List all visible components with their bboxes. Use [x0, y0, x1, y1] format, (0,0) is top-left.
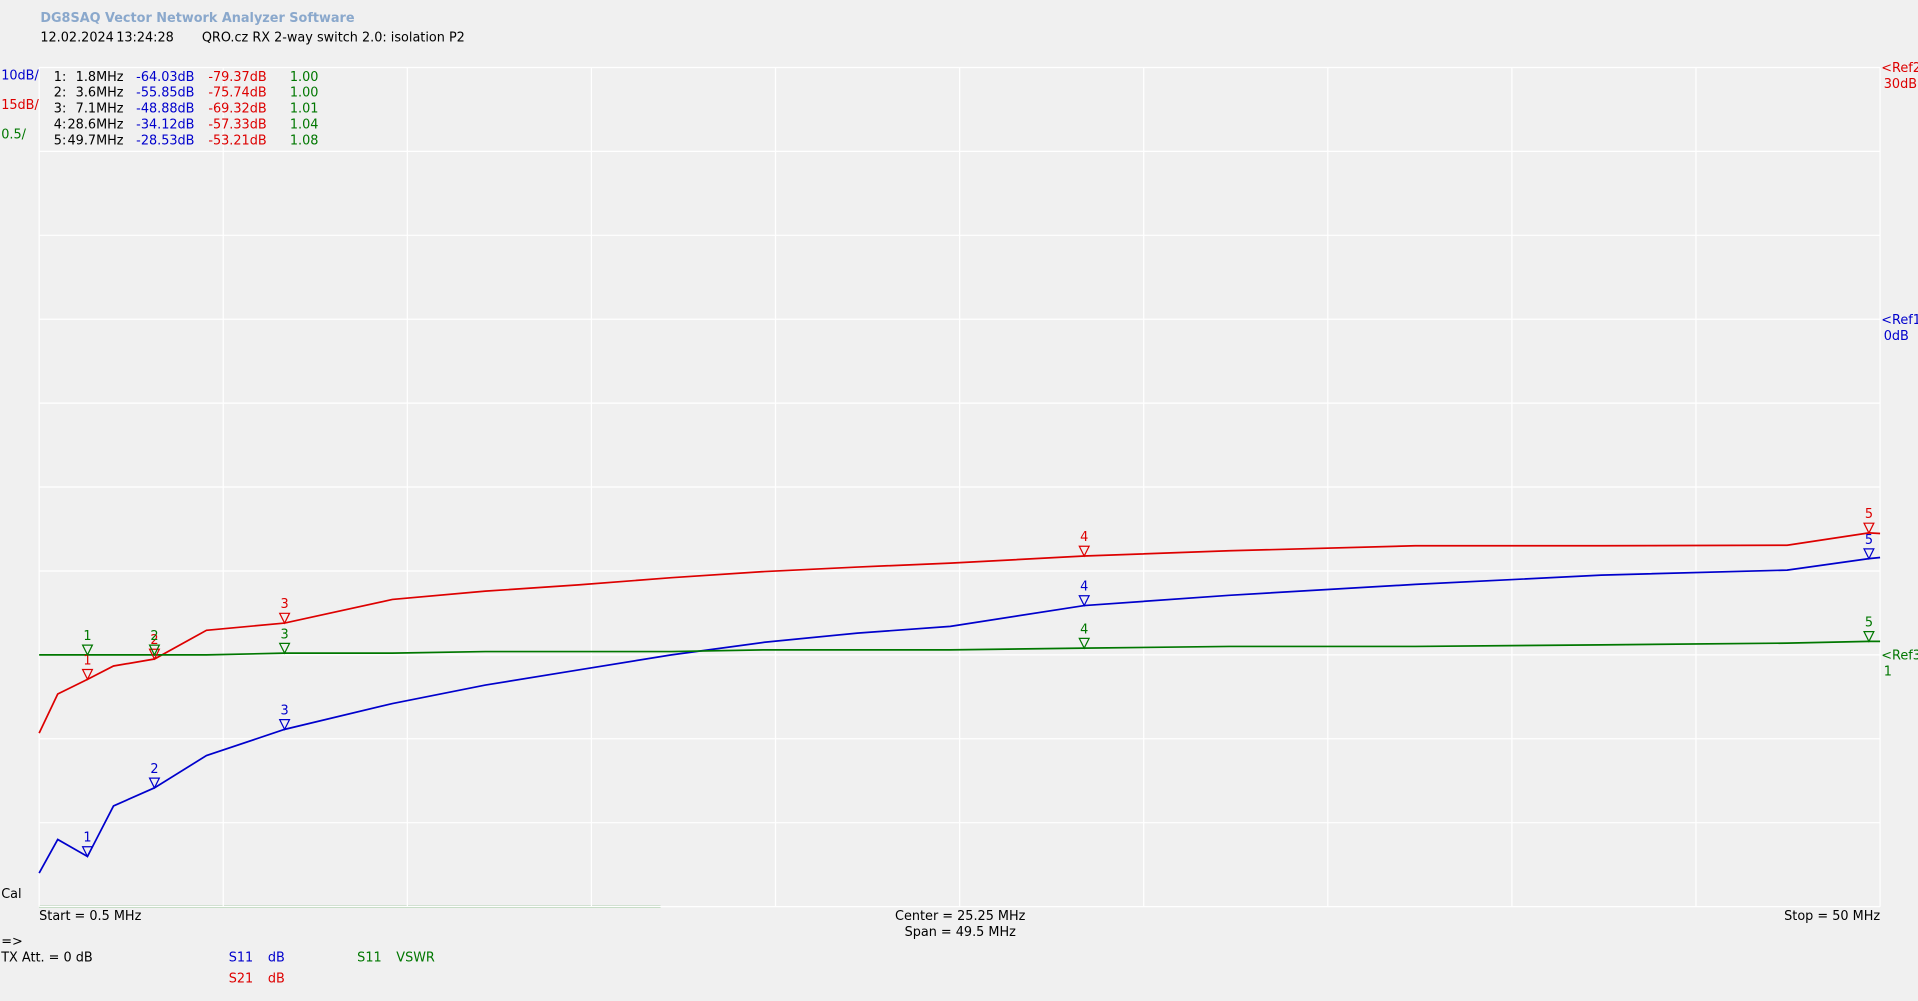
marker-vswr: 1.01 [290, 102, 319, 117]
marker-freq: 3.6MHz [76, 86, 124, 101]
marker-label: 4 [1080, 530, 1088, 545]
marker-triangle [148, 648, 161, 661]
marker-triangle [278, 642, 291, 655]
date: 12.02.2024 [40, 31, 113, 46]
time: 13:24:28 [116, 31, 174, 46]
marker-label: 4 [1080, 622, 1088, 637]
ref-label: <Ref3 [1881, 649, 1918, 664]
center-label: Center = 25.25 MHz [895, 909, 1026, 924]
marker-vswr: 1.00 [290, 70, 319, 85]
marker-label: 5 [1865, 533, 1873, 548]
marker-triangle [81, 644, 94, 657]
marker-triangle [278, 718, 291, 731]
span-label: Span = 49.5 MHz [905, 925, 1017, 940]
ref-label: <Ref2 [1881, 61, 1918, 76]
tx-att: TX Att. = 0 dB [0, 950, 92, 965]
stop-label: Stop = 50 MHz [1784, 909, 1880, 924]
scale-label: 0.5/ [1, 127, 26, 142]
marker-freq: 1.8MHz [76, 70, 124, 85]
ref-value: 0dB [1884, 329, 1909, 344]
marker-index: 1: [54, 70, 66, 85]
marker-triangle [81, 846, 94, 858]
marker-triangle [278, 612, 291, 625]
marker-freq: 7.1MHz [76, 102, 124, 117]
prompt: => [1, 935, 22, 950]
legend-unit: VSWR [396, 950, 435, 965]
trace [38, 532, 1881, 734]
marker-s11: -28.53dB [136, 133, 194, 148]
legend-unit: dB [268, 971, 285, 986]
marker-label: 2 [150, 762, 158, 777]
marker-triangle [1863, 631, 1875, 643]
trace [39, 640, 1881, 656]
marker-triangle [1078, 545, 1091, 558]
marker-s21: -79.37dB [208, 70, 266, 85]
marker-label: 1 [83, 831, 91, 846]
marker-s21: -75.74dB [208, 86, 266, 101]
legend-name: S11 [229, 950, 253, 965]
marker-freq: 49.7MHz [68, 133, 124, 148]
marker-label: 1 [83, 629, 91, 644]
marker-vswr: 1.08 [290, 133, 319, 148]
cal-label: Cal [1, 887, 21, 902]
scale-label: 15dB/ [1, 98, 39, 113]
marker-vswr: 1.00 [290, 86, 319, 101]
marker-label: 5 [1865, 507, 1873, 522]
marker-label: 2 [150, 633, 158, 648]
marker-triangle [81, 668, 94, 681]
marker-triangle [1863, 522, 1875, 535]
ref-value: 1 [1884, 664, 1892, 679]
legend-unit: dB [268, 950, 285, 965]
marker-triangle [148, 777, 161, 790]
start-label: Start = 0.5 MHz [39, 909, 141, 924]
marker-label: 3 [281, 627, 289, 642]
marker-s11: -64.03dB [136, 70, 194, 85]
marker-freq: 28.6MHz [68, 117, 124, 132]
marker-s11: -48.88dB [136, 102, 194, 117]
marker-label: 1 [83, 653, 91, 668]
marker-label: 3 [281, 597, 289, 612]
marker-triangle [1078, 637, 1091, 650]
marker-label: 2 [150, 629, 158, 644]
marker-s21: -57.33dB [208, 117, 266, 132]
marker-triangle [1078, 595, 1091, 607]
subtitle: QRO.cz RX 2-way switch 2.0: isolation P2 [202, 31, 465, 46]
ref-label: <Ref1 [1881, 313, 1918, 328]
marker-index: 4: [54, 117, 66, 132]
trace [38, 556, 1881, 874]
marker-index: 3: [54, 102, 66, 117]
marker-triangle [1863, 548, 1875, 560]
marker-label: 5 [1865, 616, 1873, 631]
marker-s11: -34.12dB [136, 117, 194, 132]
ref-value: 30dB [1884, 77, 1917, 92]
marker-index: 5: [54, 133, 66, 148]
marker-triangle [148, 644, 161, 657]
marker-s11: -55.85dB [136, 86, 194, 101]
scale-label: 10dB/ [1, 69, 39, 84]
legend-name: S11 [357, 950, 381, 965]
marker-vswr: 1.04 [290, 117, 319, 132]
app-title: DG8SAQ Vector Network Analyzer Software [40, 11, 355, 26]
marker-index: 2: [54, 86, 66, 101]
marker-label: 4 [1080, 580, 1088, 595]
marker-s21: -69.32dB [208, 102, 266, 117]
legend-name: S21 [229, 971, 253, 986]
marker-label: 3 [281, 704, 289, 719]
marker-s21: -53.21dB [208, 133, 266, 148]
